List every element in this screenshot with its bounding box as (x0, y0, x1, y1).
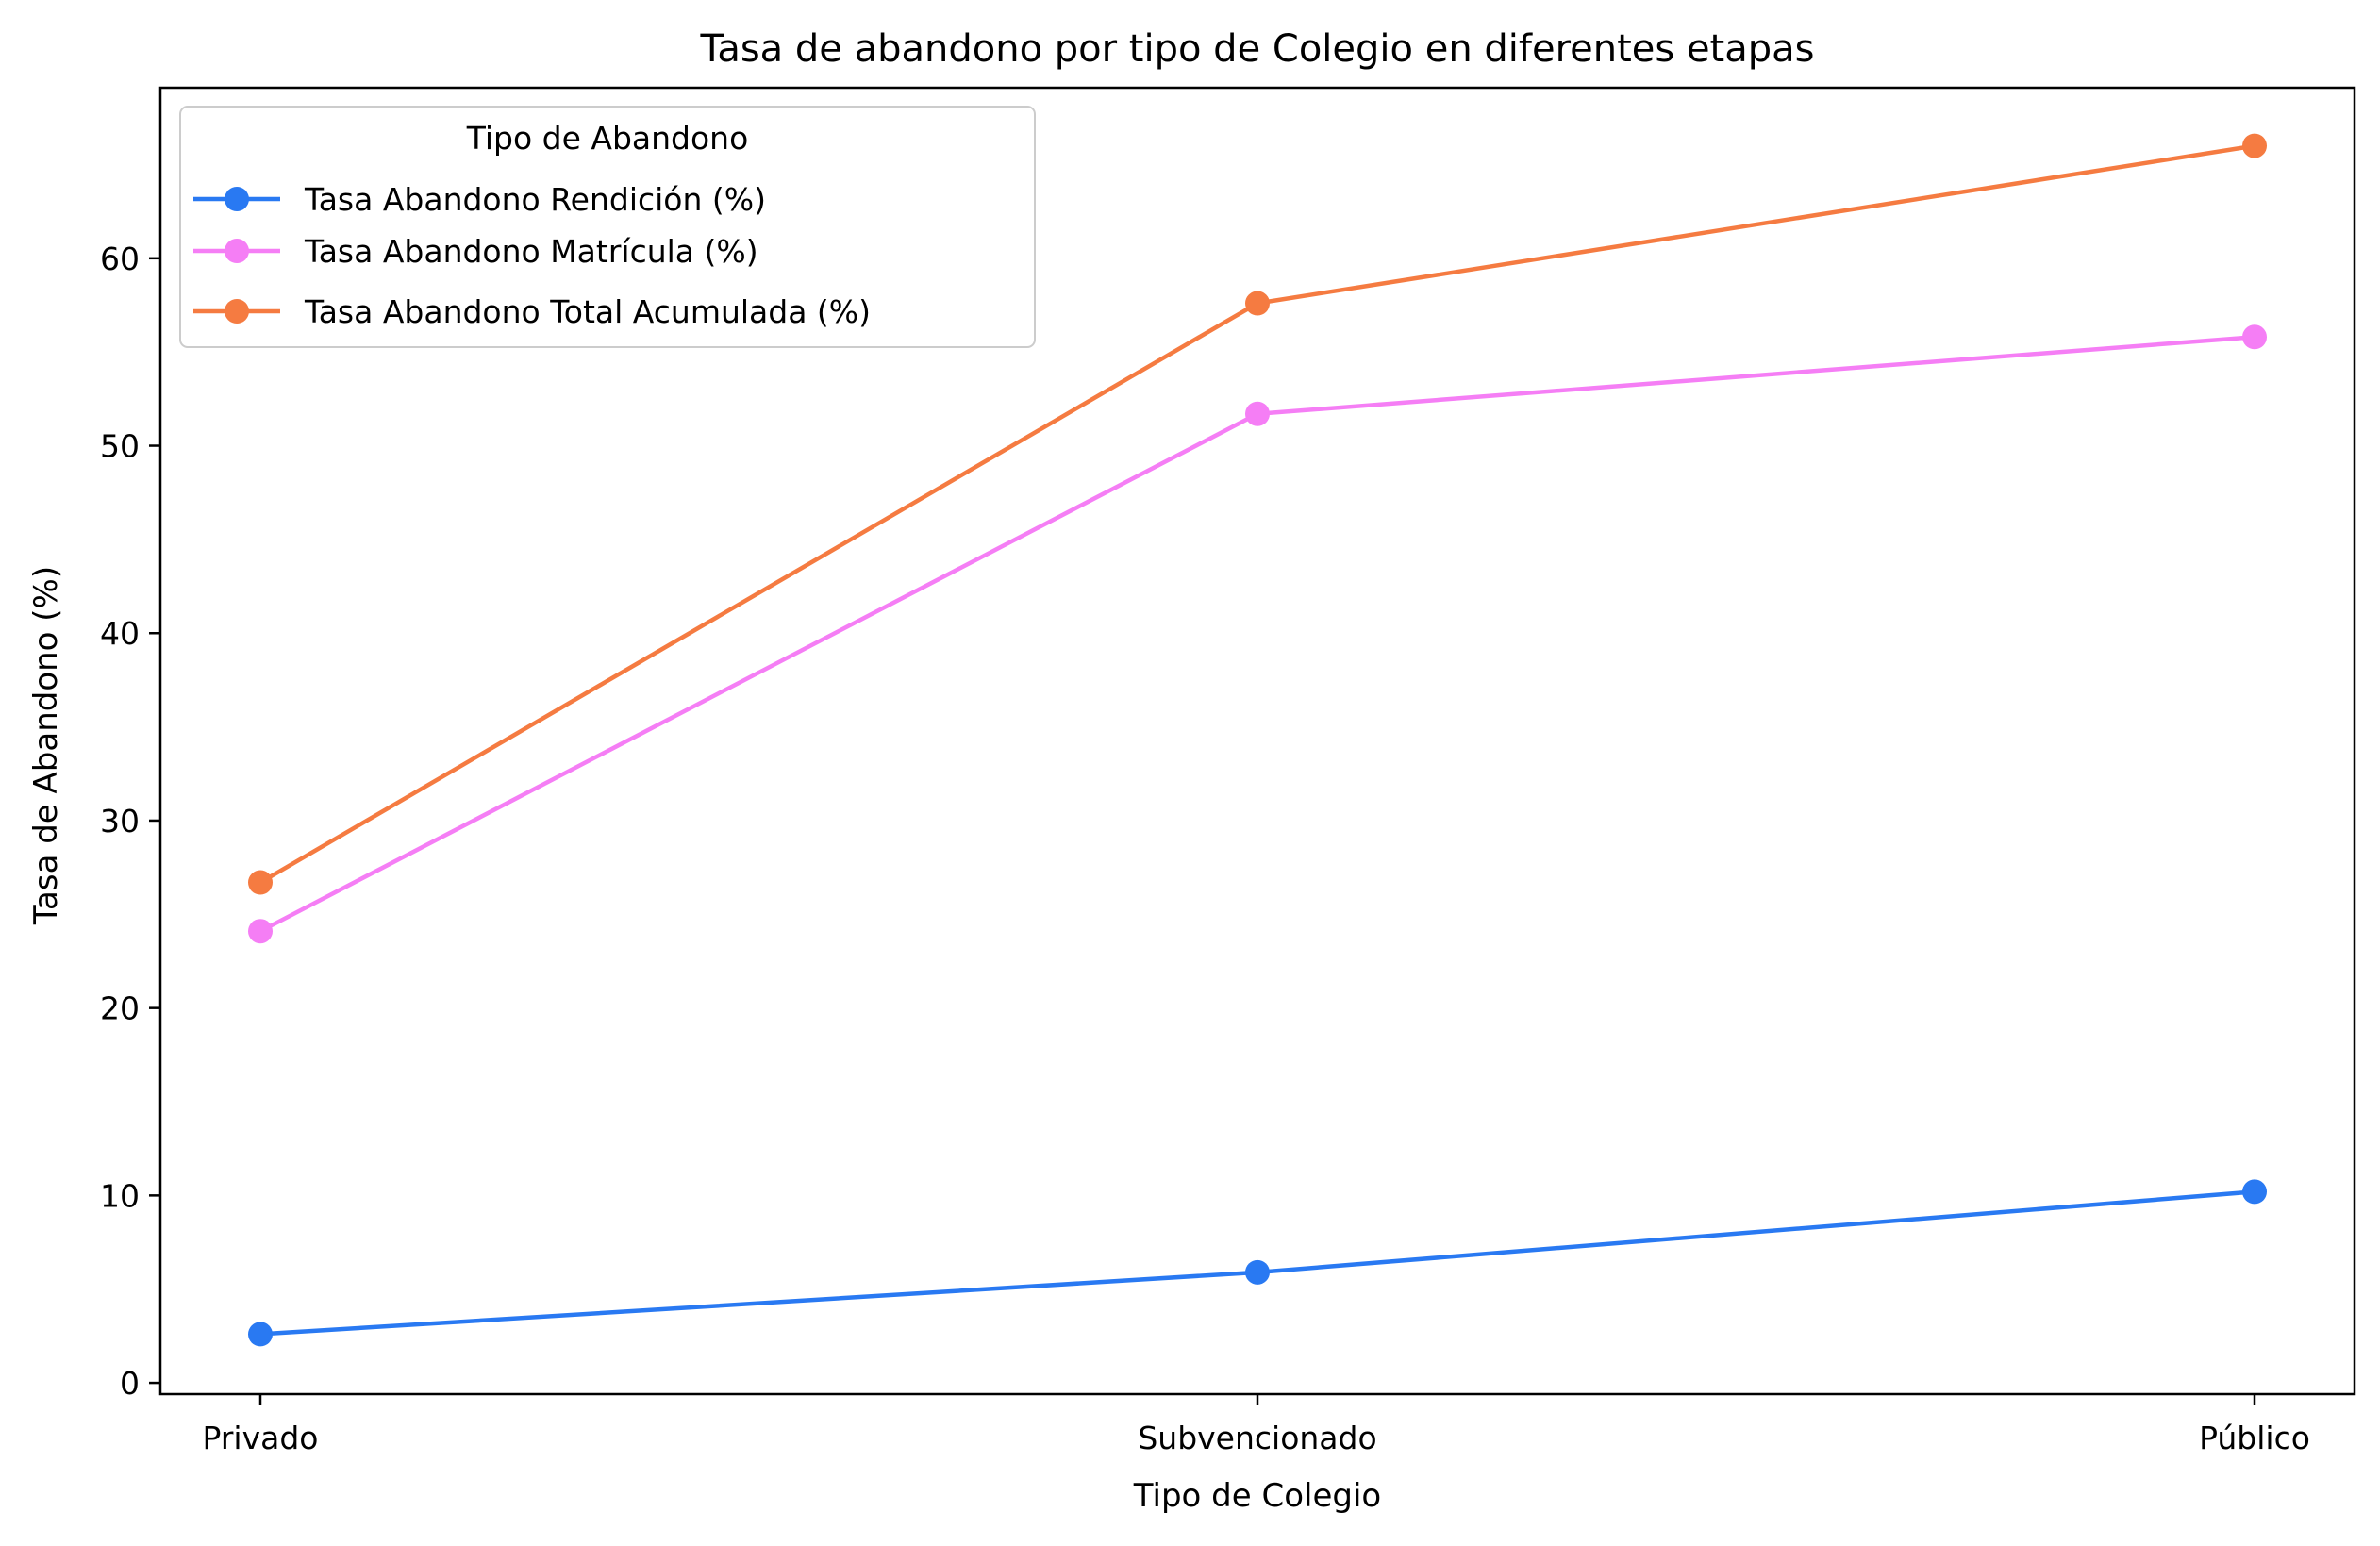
y-tick-label: 10 (100, 1177, 140, 1214)
y-tick-label: 60 (100, 241, 140, 277)
y-tick-label: 40 (100, 615, 140, 652)
legend-marker (225, 299, 249, 324)
legend-box (179, 106, 1036, 348)
x-tick-label: Público (2199, 1420, 2310, 1456)
data-point (2242, 324, 2267, 350)
legend-label: Tasa Abandono Rendición (%) (304, 181, 766, 218)
legend: Tipo de Abandono Tasa Abandono Rendición… (179, 106, 1036, 348)
chart-title: Tasa de abandono por tipo de Colegio en … (700, 27, 1815, 71)
legend-marker (225, 187, 249, 211)
x-axis-label: Tipo de Colegio (1133, 1477, 1381, 1515)
data-point (2242, 1179, 2267, 1205)
x-tick-label: Subvencionado (1138, 1420, 1376, 1456)
y-tick-label: 0 (120, 1365, 140, 1402)
data-point (248, 919, 273, 944)
legend-label: Tasa Abandono Total Acumulada (%) (304, 293, 871, 330)
y-tick-label: 20 (100, 990, 140, 1027)
data-point (2242, 133, 2267, 158)
data-point (1245, 401, 1270, 426)
x-tick-label: Privado (203, 1420, 319, 1456)
y-tick-label: 30 (100, 803, 140, 839)
plot-frame (158, 86, 2356, 1396)
data-point (1245, 1259, 1270, 1285)
y-axis-label: Tasa de Abandono (%) (27, 566, 65, 925)
legend-marker (225, 239, 249, 263)
ticks-layer: Privado Subvencionado Público 0 10 20 30 40 50 60 (100, 241, 2310, 1456)
y-tick-label: 50 (100, 428, 140, 465)
data-point (248, 1322, 273, 1347)
data-point (248, 870, 273, 895)
legend-label: Tasa Abandono Matrícula (%) (304, 233, 758, 270)
series-layer (248, 133, 2267, 1347)
legend-title: Tipo de Abandono (466, 120, 749, 157)
data-point (1245, 291, 1270, 316)
